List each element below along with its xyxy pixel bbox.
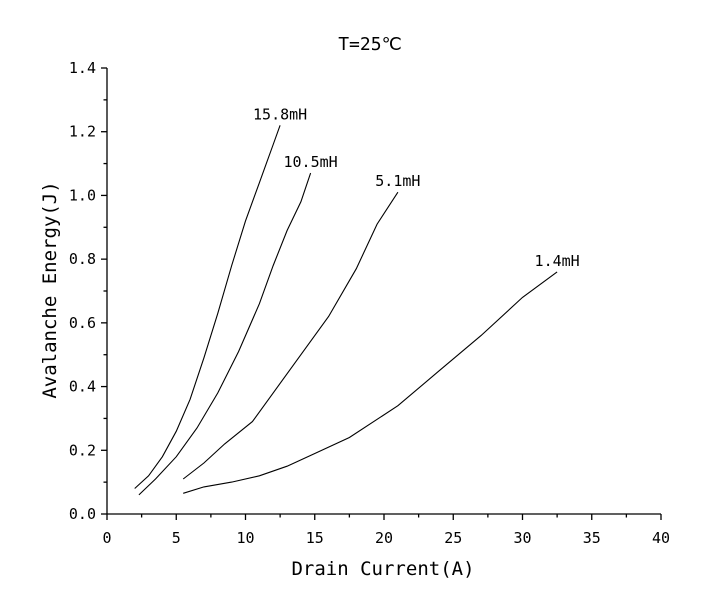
series-label-2: 5.1mH (375, 172, 420, 190)
y-tick-label: 0.6 (69, 314, 96, 332)
x-tick-label: 30 (513, 529, 531, 547)
series-labels: 15.8mH 10.5mH 5.1mH 1.4mH (253, 105, 580, 270)
x-tick-label: 15 (306, 529, 324, 547)
y-tick-label: 0.8 (69, 250, 96, 268)
series-label-3: 1.4mH (535, 252, 580, 270)
x-tick-label: 40 (652, 529, 670, 547)
series-line-3 (183, 271, 558, 494)
y-axis-label: Avalanche Energy(J) (39, 181, 61, 398)
y-tick-label: 0.4 (69, 378, 96, 396)
axis-ticks (101, 67, 662, 520)
x-tick-label: 35 (583, 529, 601, 547)
x-tick-label: 25 (444, 529, 462, 547)
y-tick-label: 1.2 (69, 123, 96, 141)
tick-labels: 0 5 10 15 20 25 30 35 40 0.0 0.2 0.4 0.6 0.8 1.0 1.2 1.4 (69, 59, 670, 547)
x-tick-label: 0 (102, 529, 111, 547)
series-label-0: 15.8mH (253, 105, 307, 123)
series-line-0 (134, 125, 281, 489)
y-tick-label: 1.0 (69, 186, 96, 204)
series-line-2 (182, 191, 399, 480)
series-label-1: 10.5mH (284, 153, 338, 171)
data-series (134, 125, 558, 496)
y-tick-label: 1.4 (69, 59, 96, 77)
x-axis-label: Drain Current(A) (291, 558, 474, 580)
chart-title: T=25℃ (338, 34, 402, 55)
series-line-1 (138, 172, 312, 496)
x-tick-label: 10 (236, 529, 254, 547)
y-tick-label: 0.0 (69, 505, 96, 523)
x-tick-label: 5 (172, 529, 181, 547)
x-tick-label: 20 (375, 529, 393, 547)
y-tick-label: 0.2 (69, 441, 96, 459)
